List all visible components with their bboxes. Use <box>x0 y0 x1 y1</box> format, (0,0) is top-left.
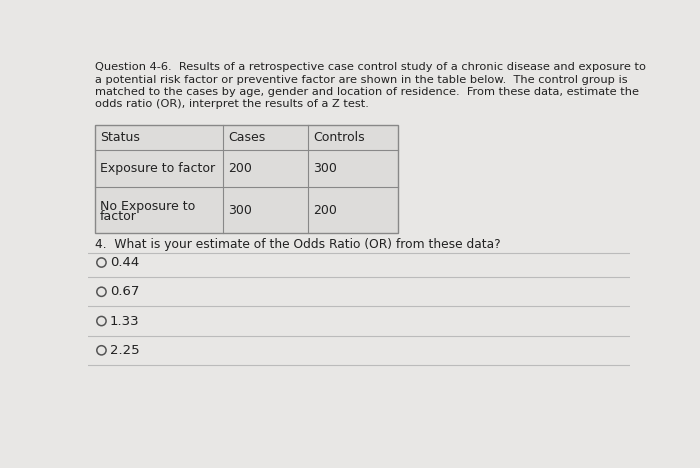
Text: 200: 200 <box>228 162 252 175</box>
Text: No Exposure to: No Exposure to <box>100 200 195 213</box>
Text: factor: factor <box>100 210 136 223</box>
Text: 2.25: 2.25 <box>110 344 139 357</box>
Text: 4.  What is your estimate of the Odds Ratio (OR) from these data?: 4. What is your estimate of the Odds Rat… <box>95 238 501 251</box>
Text: Cases: Cases <box>228 132 265 144</box>
Text: Exposure to factor: Exposure to factor <box>100 162 215 175</box>
Text: 200: 200 <box>313 204 337 217</box>
Text: matched to the cases by age, gender and location of residence.  From these data,: matched to the cases by age, gender and … <box>95 87 639 97</box>
Text: Question 4-6.  Results of a retrospective case control study of a chronic diseas: Question 4-6. Results of a retrospective… <box>95 62 646 73</box>
Text: 0.44: 0.44 <box>110 256 139 269</box>
Text: 1.33: 1.33 <box>110 314 139 328</box>
Text: 300: 300 <box>313 162 337 175</box>
Text: Controls: Controls <box>313 132 365 144</box>
Text: Status: Status <box>100 132 140 144</box>
Text: odds ratio (OR), interpret the results of a Z test.: odds ratio (OR), interpret the results o… <box>95 99 369 110</box>
Text: 300: 300 <box>228 204 252 217</box>
Text: a potential risk factor or preventive factor are shown in the table below.  The : a potential risk factor or preventive fa… <box>95 74 628 85</box>
Text: 0.67: 0.67 <box>110 285 139 298</box>
Bar <box>95 125 398 233</box>
